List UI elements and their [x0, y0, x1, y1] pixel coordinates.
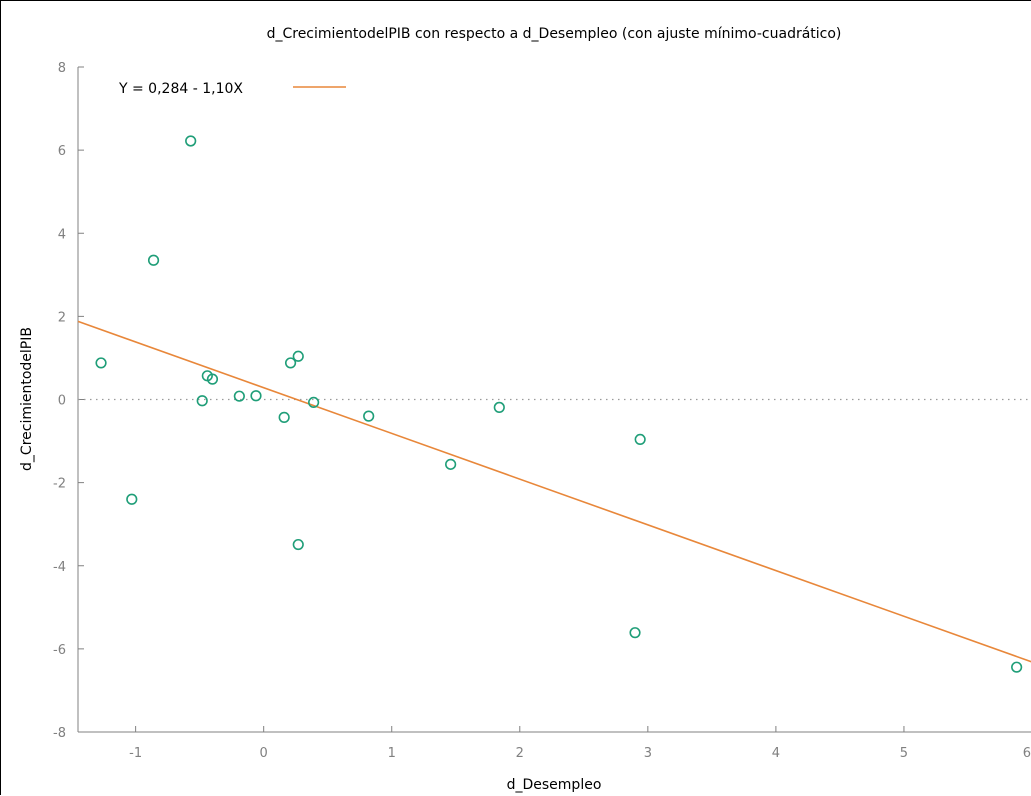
data-point: [250, 390, 262, 402]
y-tick-label: -6: [53, 643, 66, 658]
x-tick-label: 4: [772, 746, 780, 761]
data-point: [284, 357, 297, 369]
legend-label: Y = 0,284 - 1,10X: [118, 81, 243, 97]
y-tick-labels: -8 -6 -4 -2 0 2 4 6 8: [53, 61, 66, 741]
data-point: [634, 433, 646, 446]
data-point: [185, 135, 197, 147]
data-point: [233, 390, 245, 402]
x-tick-label: 1: [388, 746, 396, 761]
data-point: [292, 538, 304, 551]
y-tick-label: 4: [58, 227, 66, 242]
x-tick-label: 2: [516, 746, 524, 761]
x-tick-label: 5: [900, 746, 908, 761]
data-point: [126, 493, 138, 505]
data-point: [363, 410, 375, 422]
data-point: [196, 395, 208, 407]
fit-line: [77, 320, 1031, 663]
y-tick-label: 8: [58, 61, 66, 76]
data-point: [95, 357, 107, 369]
y-axis-label: d_CrecimientodelPIB: [19, 327, 35, 471]
y-tick-label: -4: [53, 560, 66, 575]
data-point: [493, 401, 505, 413]
data-point: [629, 627, 641, 639]
x-axis-label: d_Desempleo: [507, 777, 602, 793]
y-tick-label: -8: [53, 726, 66, 741]
x-tick-label: -1: [129, 746, 142, 761]
y-tick-label: -2: [53, 477, 66, 492]
y-tick-label: 6: [58, 144, 66, 159]
x-tick-label: 6: [1023, 746, 1031, 761]
data-point: [147, 254, 160, 266]
data-point: [206, 373, 219, 385]
data-point: [308, 396, 320, 409]
data-point: [1011, 661, 1023, 673]
y-tick-label: 0: [58, 394, 66, 409]
data-point: [292, 350, 304, 362]
data-point: [445, 458, 457, 470]
x-tick-label: 3: [644, 746, 652, 761]
y-tick-label: 2: [58, 310, 66, 325]
chart-title: d_CrecimientodelPIB con respecto a d_Des…: [267, 26, 842, 42]
data-point: [278, 411, 290, 423]
legend: Y = 0,284 - 1,10X: [118, 81, 346, 97]
points-group: [95, 135, 1023, 673]
x-tick-label: 0: [260, 746, 268, 761]
fit-line-group: [77, 320, 1031, 663]
x-tick-labels: -1 0 1 2 3 4 5 6: [129, 746, 1031, 761]
